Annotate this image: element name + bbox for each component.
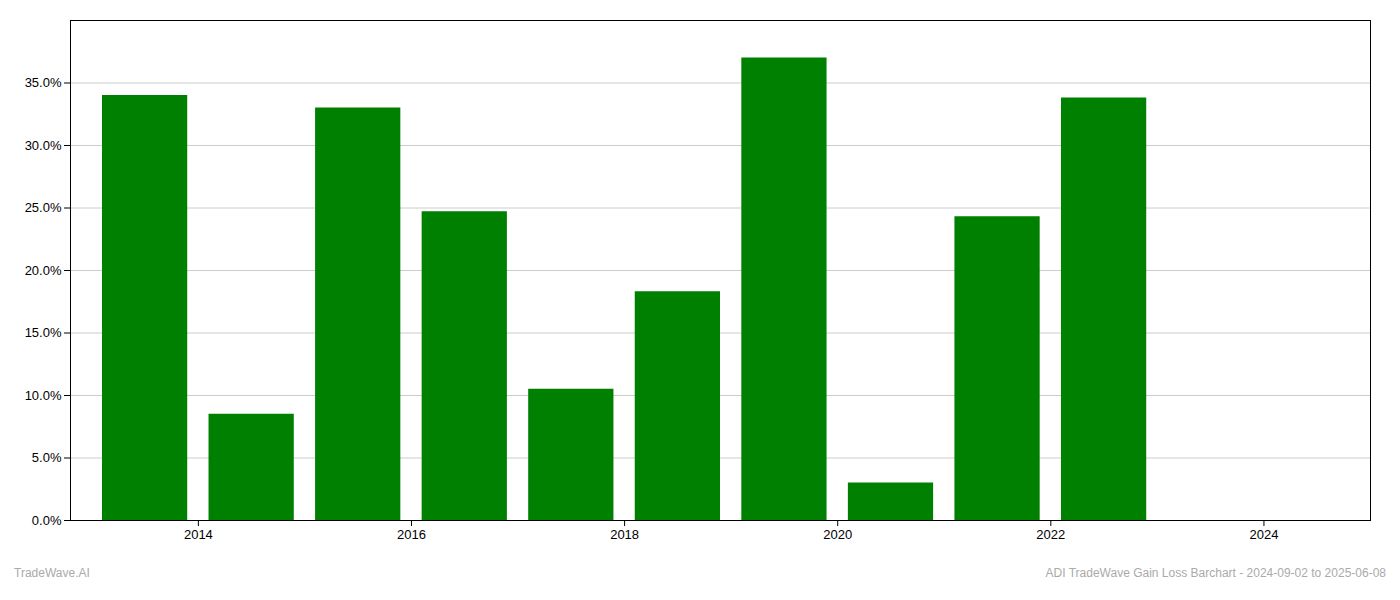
svg-text:15.0%: 15.0% (25, 325, 62, 340)
svg-text:2024: 2024 (1249, 527, 1278, 542)
svg-text:5.0%: 5.0% (32, 450, 62, 465)
html-text:ADI TradeWave Gain Loss Barcha: ADI TradeWave Gain Loss Barchart - 2024-… (1045, 566, 1386, 580)
svg-text:35.0%: 35.0% (25, 75, 62, 90)
svg-text:2022: 2022 (1036, 527, 1065, 542)
svg-text:2014: 2014 (184, 527, 213, 542)
svg-text:25.0%: 25.0% (25, 200, 62, 215)
svg-text:2016: 2016 (397, 527, 426, 542)
svg-text:10.0%: 10.0% (25, 388, 62, 403)
svg-text:0.0%: 0.0% (32, 513, 62, 528)
svg-text:30.0%: 30.0% (25, 138, 62, 153)
svg-text:20.0%: 20.0% (25, 263, 62, 278)
svg-text:2020: 2020 (823, 527, 852, 542)
html-text:TradeWave.AI: TradeWave.AI (14, 566, 90, 580)
svg-text:2018: 2018 (610, 527, 639, 542)
